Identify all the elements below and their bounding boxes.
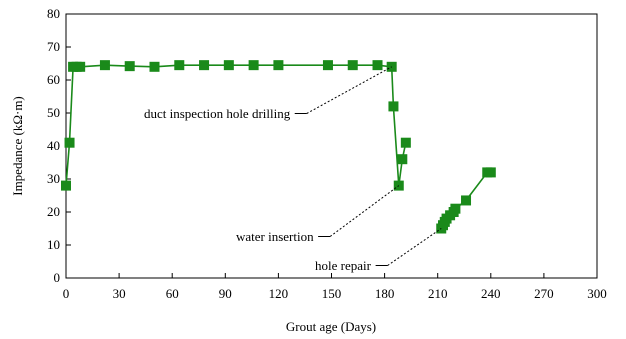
y-tick-label: 60 [47, 72, 60, 87]
annotation-duct-inspection: duct inspection hole drilling [144, 106, 291, 121]
series-line-1 [65, 64, 407, 186]
data-point [149, 61, 160, 72]
y-tick-label: 0 [54, 270, 61, 285]
x-tick-label: 180 [375, 286, 395, 301]
x-tick-label: 300 [587, 286, 607, 301]
x-tick-label: 90 [219, 286, 232, 301]
data-point [99, 60, 110, 71]
y-tick-label: 30 [47, 171, 60, 186]
plot-frame [65, 13, 598, 279]
data-point [64, 137, 75, 148]
y-tick-label: 20 [47, 204, 60, 219]
data-point [485, 167, 496, 178]
data-point [388, 101, 399, 112]
x-axis-ticks: 0 30 60 90 120 150 180 210 240 270 300 [63, 273, 607, 301]
annotation-hole-repair: hole repair [315, 258, 372, 273]
annotation-leader-dashed [329, 185, 400, 237]
y-axis-title: Impedance (kΩ·m) [10, 96, 25, 196]
data-point [61, 180, 71, 191]
x-tick-label: 60 [166, 286, 179, 301]
x-tick-label: 270 [534, 286, 554, 301]
data-point [199, 60, 210, 71]
x-tick-label: 0 [63, 286, 70, 301]
series-layer [61, 60, 496, 234]
data-point [372, 60, 383, 71]
x-tick-label: 30 [113, 286, 126, 301]
data-point [322, 60, 333, 71]
data-point [248, 60, 259, 71]
data-point [273, 60, 284, 71]
y-tick-label: 50 [47, 105, 60, 120]
annotation-water-insertion: water insertion [236, 229, 314, 244]
x-tick-label: 210 [428, 286, 448, 301]
data-point [174, 60, 185, 71]
y-axis-ticks: 0 10 20 30 40 50 60 70 80 [47, 6, 71, 285]
data-point [397, 154, 408, 165]
x-tick-label: 150 [322, 286, 342, 301]
x-tick-label: 120 [269, 286, 289, 301]
annotation-leader-dashed [306, 66, 392, 114]
annotation-layer: duct inspection hole drilling water inse… [144, 66, 442, 273]
x-axis-title: Grout age (Days) [286, 319, 376, 334]
y-tick-label: 40 [47, 138, 60, 153]
data-point [461, 195, 472, 206]
data-point [124, 61, 135, 72]
data-point [347, 60, 358, 71]
data-point [400, 137, 411, 148]
data-point [75, 61, 86, 72]
y-tick-label: 80 [47, 6, 60, 21]
y-tick-label: 70 [47, 39, 60, 54]
data-point [450, 203, 461, 214]
annotation-leader-dashed [387, 228, 442, 266]
data-point [223, 60, 234, 71]
x-tick-label: 240 [481, 286, 501, 301]
y-tick-label: 10 [47, 237, 60, 252]
